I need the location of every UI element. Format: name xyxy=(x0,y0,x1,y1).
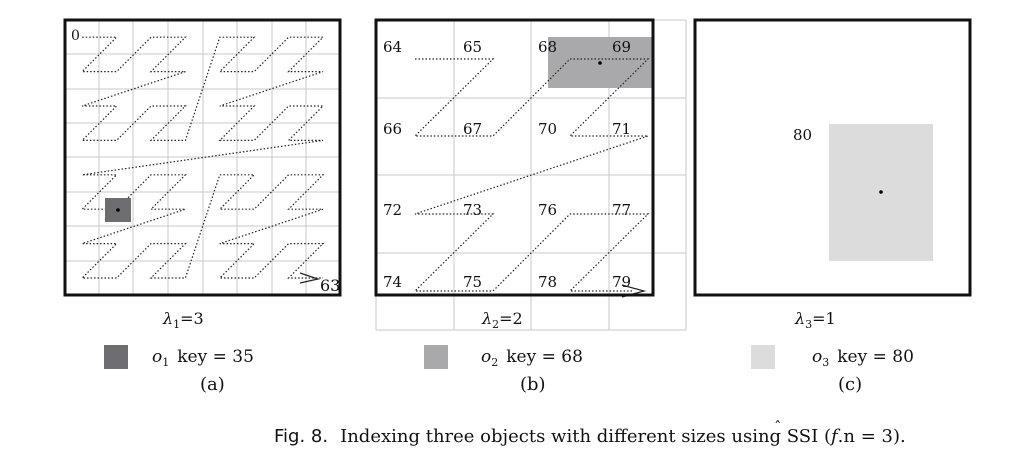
object-o2-center xyxy=(598,61,602,65)
panel-c: 80 λ3=1 o3 key = 80 (c) xyxy=(693,18,972,395)
lambda-label-c: λ3=1 xyxy=(794,309,836,331)
cell-key-68: 68 xyxy=(538,38,557,56)
z-order-curve-b xyxy=(413,58,650,292)
figure-number: Fig. 8. xyxy=(274,426,328,447)
cell-key-65: 65 xyxy=(463,38,482,56)
figure-caption: Fig. 8. Indexing three objects with diffe… xyxy=(274,426,906,447)
cell-key-72: 72 xyxy=(383,201,402,219)
lambda-label-b: λ2=2 xyxy=(481,309,523,331)
cell-key-66: 66 xyxy=(383,120,402,138)
z-order-curve-a xyxy=(80,36,325,279)
cell-key-78: 78 xyxy=(538,273,557,291)
cell-key-77: 77 xyxy=(612,201,631,219)
lambda-label-a: λ1=3 xyxy=(162,309,204,331)
cell-key-70: 70 xyxy=(538,120,557,138)
cell-key-80: 80 xyxy=(793,126,812,144)
cell-key-74: 74 xyxy=(383,273,402,291)
end-key-label: 63 xyxy=(320,276,340,295)
panel-b: 64 65 68 69 66 67 70 71 72 73 76 77 74 7… xyxy=(374,18,687,395)
cell-key-75: 75 xyxy=(463,273,482,291)
cell-key-73: 73 xyxy=(463,201,482,219)
panel-a-grid xyxy=(65,20,340,295)
cell-key-71: 71 xyxy=(612,120,631,138)
panel-b-frame xyxy=(374,18,655,297)
legend-label-o3: o3 key = 80 xyxy=(812,347,914,369)
panel-a-frame xyxy=(63,18,342,297)
legend-swatch-o3 xyxy=(751,345,775,369)
panel-a: 0 63 λ1=3 o1 key = 35 (a) xyxy=(63,18,342,395)
cell-key-64: 64 xyxy=(383,38,402,56)
legend-label-o2: o2 key = 68 xyxy=(481,347,583,369)
panel-label-a: (a) xyxy=(200,374,225,395)
legend-label-o1: o1 key = 35 xyxy=(152,347,254,369)
panel-c-frame xyxy=(693,18,972,297)
object-o3-center xyxy=(879,190,883,194)
panel-label-c: (c) xyxy=(838,374,862,395)
legend-swatch-o1 xyxy=(104,345,128,369)
arrow-head-a xyxy=(299,272,321,284)
cell-key-76: 76 xyxy=(538,201,557,219)
cell-key-69: 69 xyxy=(612,38,631,56)
object-o1-center xyxy=(116,208,120,212)
legend-swatch-o2 xyxy=(424,345,448,369)
panel-label-b: (b) xyxy=(520,374,546,395)
start-key-label: 0 xyxy=(71,28,80,44)
caption-hat-accent: ˆ xyxy=(774,418,782,436)
cell-key-67: 67 xyxy=(463,120,482,138)
cell-key-79: 79 xyxy=(612,273,631,291)
